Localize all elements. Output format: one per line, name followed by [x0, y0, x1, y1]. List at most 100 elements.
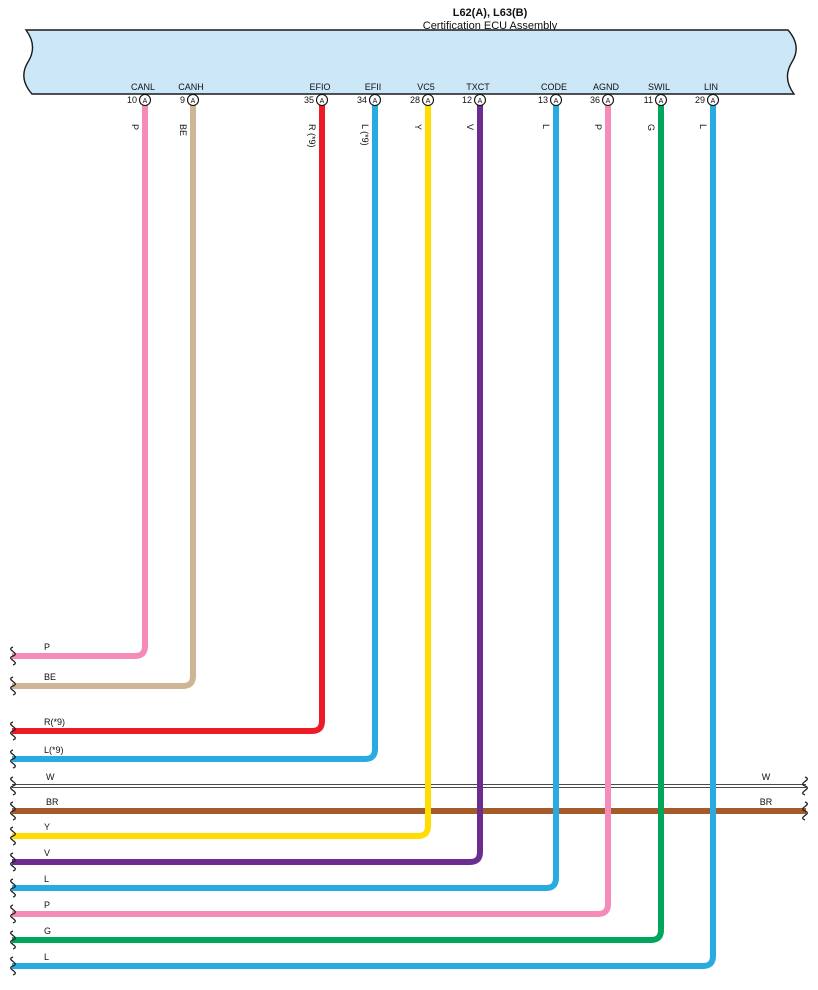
terminal-number-VC5: 28 [410, 95, 420, 105]
wire-color-label-SWIL: G [44, 926, 51, 936]
wire-break-icon [10, 676, 16, 696]
wire-VC5 [12, 102, 431, 839]
wire-break-icon [10, 801, 16, 821]
circuit-EFIO: R (*9) R(*9) EFIO 35 A [10, 82, 331, 741]
wire-color-label-LIN: L [44, 952, 49, 962]
terminal-number-TXCT: 12 [462, 95, 472, 105]
wire-color-label-vertical-CODE: L [541, 124, 551, 129]
terminal-number-AGND: 36 [590, 95, 600, 105]
wire-color-label-vertical-EFIO: R (*9) [307, 124, 317, 148]
pin-name-TXCT: TXCT [466, 82, 490, 92]
wire-color-label-CODE: L [44, 874, 49, 884]
wire-color-label-VC5: Y [44, 822, 50, 832]
wire-break-icon [10, 749, 16, 769]
connector-circle-SWIL [654, 93, 668, 107]
wire-SWIL [12, 102, 664, 943]
wire-color-label-right-W: W [762, 772, 771, 782]
ecu-block [23, 29, 797, 95]
connector-letter-CODE: A [554, 98, 559, 105]
wire-color-label-left-BR: BR [46, 797, 59, 807]
pin-name-EFII: EFII [365, 82, 382, 92]
pin-name-EFIO: EFIO [309, 82, 330, 92]
wire-color-label-EFII: L(*9) [44, 745, 64, 755]
wire-break-icon [10, 826, 16, 846]
connector-circle-CODE [549, 93, 563, 107]
wire-color-label-vertical-AGND: P [593, 124, 603, 130]
diagram-title: L62(A), L63(B) Certification ECU Assembl… [162, 7, 818, 33]
circuit-AGND: P P AGND 36 A [10, 82, 620, 924]
connector-letter-CANL: A [143, 98, 148, 105]
wire-break-icon [10, 904, 16, 924]
terminal-number-CODE: 13 [538, 95, 548, 105]
connector-letter-SWIL: A [659, 98, 664, 105]
circuit-CODE: L L CODE 13 A [10, 82, 567, 898]
circuit-CANL: P P CANL 10 A [10, 82, 155, 666]
wire-color-label-left-W: W [46, 772, 55, 782]
connector-circle-CANL [138, 93, 152, 107]
connector-letter-AGND: A [606, 98, 611, 105]
wire-color-label-vertical-LIN: L [698, 124, 708, 129]
circuit-EFII: L (*9) L(*9) EFII 34 A [10, 82, 382, 769]
diagram-title-line1: L62(A), L63(B) [452, 7, 528, 19]
wire-break-icon [10, 956, 16, 976]
wire-break-icon [802, 776, 808, 796]
pin-name-VC5: VC5 [417, 82, 435, 92]
wire-color-label-right-BR: BR [760, 797, 773, 807]
connector-letter-VC5: A [426, 98, 431, 105]
pin-name-CODE: CODE [541, 82, 567, 92]
connector-circle-LIN [706, 93, 720, 107]
connector-letter-EFII: A [373, 98, 378, 105]
wire-break-icon [10, 852, 16, 872]
wire-break-icon [10, 721, 16, 741]
wire-color-label-TXCT: V [44, 848, 50, 858]
connector-letter-LIN: A [711, 98, 716, 105]
wire-color-label-vertical-TXCT: V [465, 124, 475, 130]
pin-name-SWIL: SWIL [648, 82, 670, 92]
pin-name-CANH: CANH [178, 82, 204, 92]
wire-color-label-vertical-EFII: L (*9) [360, 124, 370, 146]
pin-name-AGND: AGND [593, 82, 620, 92]
wire-color-label-vertical-CANH: BE [178, 124, 188, 136]
wire-break-icon [10, 646, 16, 666]
terminal-number-EFIO: 35 [304, 95, 314, 105]
connector-circle-CANH [186, 93, 200, 107]
terminal-number-CANL: 10 [127, 95, 137, 105]
wire-AGND [12, 102, 611, 917]
wire-color-label-CANL: P [44, 642, 50, 652]
connector-letter-TXCT: A [478, 98, 483, 105]
connector-circle-EFII [368, 93, 382, 107]
pin-name-LIN: LIN [704, 82, 718, 92]
wire-break-icon [10, 930, 16, 950]
connector-circle-VC5 [421, 93, 435, 107]
connector-letter-EFIO: A [320, 98, 325, 105]
terminal-number-LIN: 29 [695, 95, 705, 105]
terminal-number-CANH: 9 [180, 95, 185, 105]
wire-break-icon [802, 801, 808, 821]
wire-break-icon [10, 878, 16, 898]
wire-break-icon [10, 776, 16, 796]
circuit-SWIL: G G SWIL 11 A [10, 82, 670, 950]
connector-letter-CANH: A [191, 98, 196, 105]
wire-color-label-EFIO: R(*9) [44, 717, 65, 727]
wire-CANH [12, 102, 196, 689]
wire-color-label-vertical-CANL: P [130, 124, 140, 130]
wire-color-label-vertical-SWIL: G [646, 124, 656, 131]
circuit-VC5: Y Y VC5 28 A [10, 82, 435, 846]
connector-circle-TXCT [473, 93, 487, 107]
wire-LIN [12, 102, 716, 969]
wire-TXCT [12, 102, 483, 865]
wire-color-label-CANH: BE [44, 672, 56, 682]
connector-circle-AGND [601, 93, 615, 107]
wire-color-label-AGND: P [44, 900, 50, 910]
wire-EFII [12, 102, 378, 762]
wire-EFIO [12, 102, 325, 734]
circuit-TXCT: V V TXCT 12 A [10, 82, 490, 872]
diagram-title-line2: Certification ECU Assembly [422, 20, 558, 32]
terminal-number-EFII: 34 [357, 95, 367, 105]
connector-circle-EFIO [315, 93, 329, 107]
circuit-LIN: L L LIN 29 A [10, 82, 720, 976]
